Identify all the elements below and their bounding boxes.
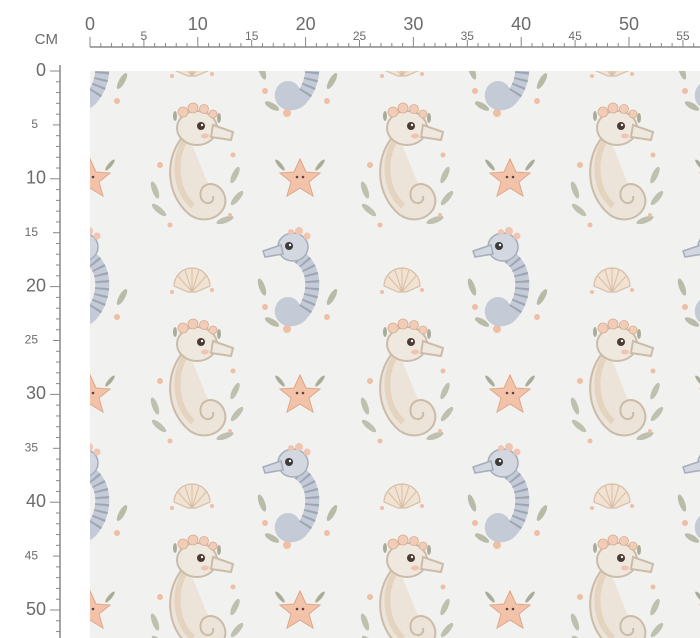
y-ruler-label: 40: [26, 491, 46, 511]
y-ruler-label: 15: [25, 225, 39, 239]
x-ruler-label: 30: [403, 14, 423, 34]
x-ruler-label: 20: [296, 14, 316, 34]
x-ruler-label: 40: [511, 14, 531, 34]
y-ruler-label: 0: [36, 60, 46, 80]
y-ruler-label: 45: [25, 548, 39, 562]
x-ruler-label: 5: [141, 29, 148, 43]
ruler-unit: CM: [35, 31, 58, 48]
x-ruler-label: 45: [568, 29, 582, 43]
y-ruler-label: 5: [31, 117, 38, 131]
y-ruler-label: 25: [25, 333, 39, 347]
x-ruler-label: 0: [85, 14, 95, 34]
x-ruler-label: 25: [353, 29, 367, 43]
x-ruler-label: 55: [676, 29, 690, 43]
x-ruler-label: 10: [188, 14, 208, 34]
x-ruler-label: 15: [245, 29, 259, 43]
y-ruler-label: 20: [26, 275, 46, 295]
x-ruler-label: 35: [461, 29, 475, 43]
y-ruler-label: 35: [25, 440, 39, 454]
y-ruler-label: 10: [26, 168, 46, 188]
y-ruler-label: 50: [26, 599, 46, 619]
fabric-pattern: [90, 71, 700, 638]
x-ruler-label: 50: [619, 14, 639, 34]
y-ruler-label: 30: [26, 383, 46, 403]
